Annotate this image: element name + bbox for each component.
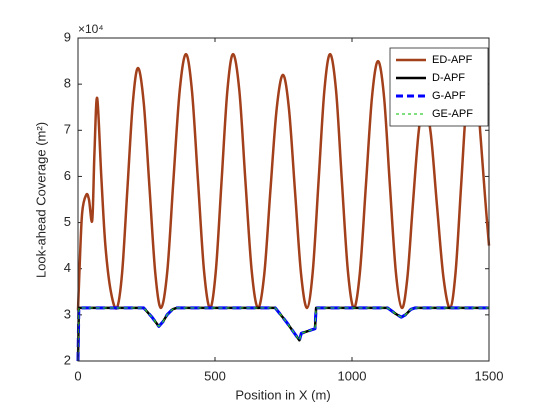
legend-label: ED-APF [432,54,473,66]
legend-box [389,47,489,127]
y-axis-label: Look-ahead Coverage (m²) [33,122,48,278]
y-tick-label: 4 [64,260,71,275]
legend-label: GE-APF [432,108,473,120]
plot-frame [77,37,490,362]
y-tick-label: 3 [64,306,71,321]
x-tick-label: 500 [204,368,226,383]
y-tick-label: 9 [64,29,71,44]
legend-label: D-APF [432,72,465,84]
x-axis-label: Position in X (m) [235,387,330,402]
x-tick-label: 1500 [475,368,504,383]
y-tick-label: 5 [64,214,71,229]
series-line [76,306,489,362]
x-tick-label: 0 [74,368,81,383]
series-line [76,52,491,311]
y-tick-label: 2 [64,352,71,367]
x-tick-label: 1000 [338,368,367,383]
y-tick-label: 7 [64,122,71,137]
legend-label: G-APF [432,90,466,102]
y-tick-label: 8 [64,76,71,91]
y-multiplier: ×10⁴ [78,22,104,36]
y-tick-label: 6 [64,168,71,183]
